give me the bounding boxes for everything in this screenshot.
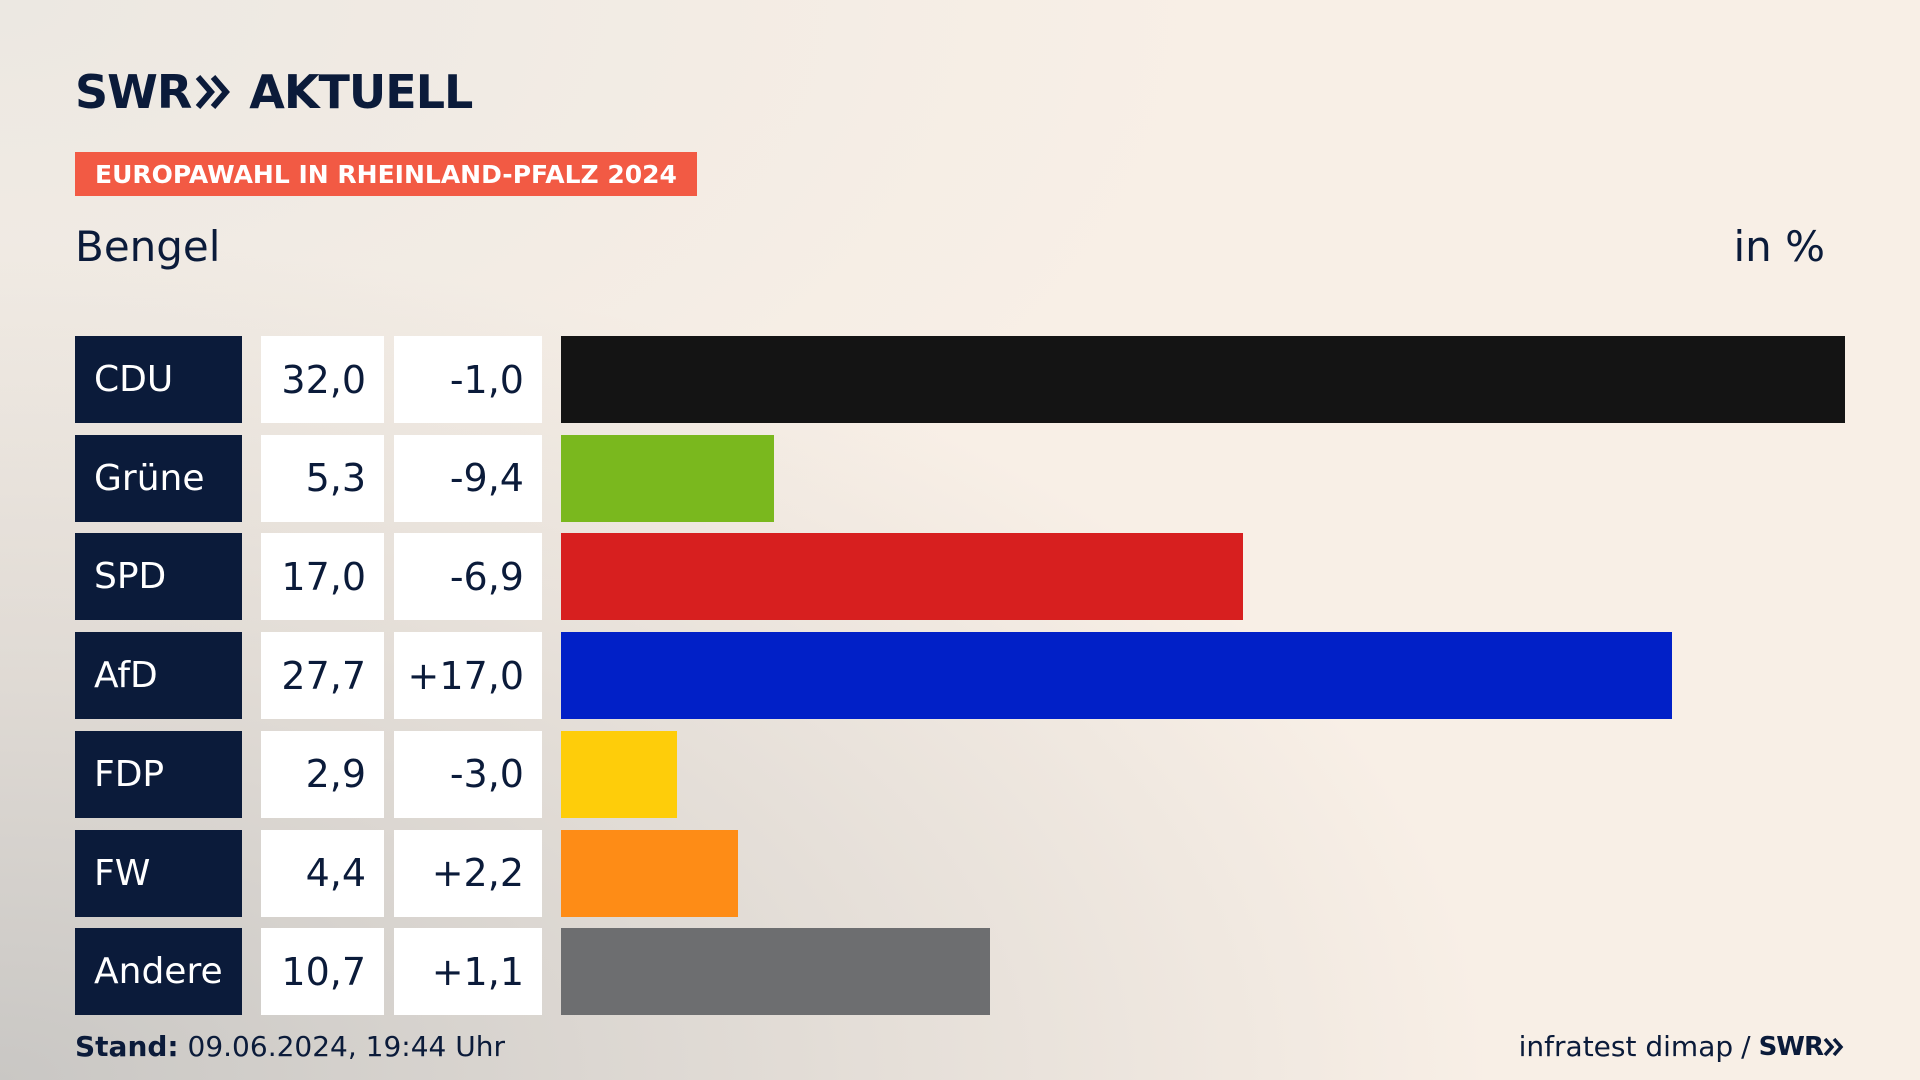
timestamp: Stand: 09.06.2024, 19:44 Uhr [75, 1030, 505, 1063]
election-badge: EUROPAWAHL IN RHEINLAND-PFALZ 2024 [75, 152, 697, 196]
footer-double-chevron-icon [1823, 1037, 1844, 1056]
party-label: FW [75, 829, 242, 917]
vote-share-label: 4,4 [261, 829, 384, 917]
party-label: CDU [75, 336, 242, 423]
source-name: infratest dimap [1518, 1030, 1734, 1063]
source-credit: infratest dimap / SWR [1519, 1030, 1845, 1063]
party-label: AfD [75, 632, 242, 720]
result-row: Grüne 5,3 -9,4 [75, 434, 1845, 522]
result-row: FDP 2,9 -3,0 [75, 730, 1845, 818]
bar [561, 730, 678, 818]
bar [561, 928, 991, 1016]
change-label: -3,0 [394, 730, 542, 818]
party-label: Grüne [75, 434, 242, 522]
bar [561, 632, 1673, 720]
change-label: +2,2 [394, 829, 542, 917]
stand-label: Stand: [75, 1030, 179, 1063]
footer-swr-logo: SWR [1758, 1031, 1824, 1062]
result-row: AfD 27,7 +17,0 [75, 632, 1845, 720]
result-row: FW 4,4 +2,2 [75, 829, 1845, 917]
region-title: Bengel [75, 222, 221, 271]
party-label: SPD [75, 533, 242, 621]
stand-value: 09.06.2024, 19:44 Uhr [187, 1030, 505, 1063]
party-label: FDP [75, 730, 242, 818]
double-chevron-right-icon [196, 75, 231, 109]
change-label: +17,0 [394, 632, 542, 720]
party-label: Andere [75, 928, 242, 1016]
result-row: SPD 17,0 -6,9 [75, 533, 1845, 621]
vote-share-label: 27,7 [261, 632, 384, 720]
change-label: +1,1 [394, 928, 542, 1016]
bar [561, 533, 1244, 621]
result-row: CDU 32,0 -1,0 [75, 336, 1845, 423]
change-label: -6,9 [394, 533, 542, 621]
unit-label: in % [1733, 222, 1825, 271]
vote-share-label: 32,0 [261, 336, 384, 423]
vote-share-label: 17,0 [261, 533, 384, 621]
vote-share-label: 2,9 [261, 730, 384, 818]
result-row: Andere 10,7 +1,1 [75, 928, 1845, 1016]
bar [561, 829, 738, 917]
swr-logo-text: SWR [75, 65, 192, 119]
change-label: -9,4 [394, 434, 542, 522]
bar [561, 336, 1845, 423]
source-separator: / [1741, 1030, 1751, 1063]
change-label: -1,0 [394, 336, 542, 423]
vote-share-label: 10,7 [261, 928, 384, 1016]
swr-aktuell-logo: SWR AKTUELL [75, 65, 473, 119]
aktuell-logo-text: AKTUELL [249, 65, 473, 119]
vote-share-label: 5,3 [261, 434, 384, 522]
bar [561, 434, 774, 522]
